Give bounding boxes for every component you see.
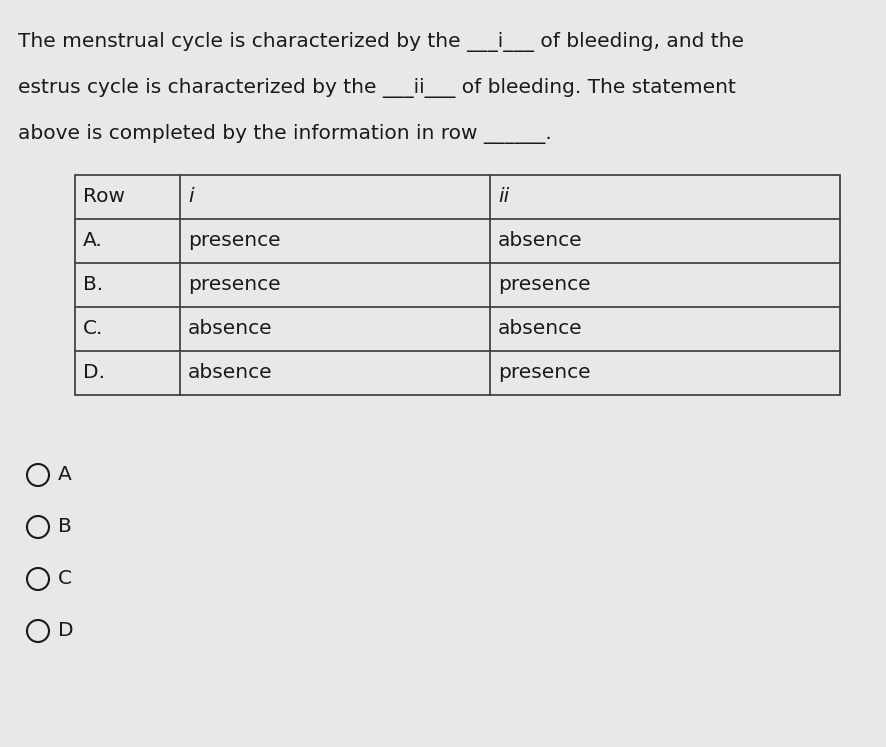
Text: absence: absence [188,320,273,338]
Text: C.: C. [83,320,104,338]
Text: presence: presence [498,364,591,382]
Text: B.: B. [83,276,103,294]
Text: ii: ii [498,187,509,206]
Text: A: A [58,465,72,485]
Text: Row: Row [83,187,125,206]
Text: absence: absence [498,320,583,338]
Text: i: i [188,187,194,206]
Text: D.: D. [83,364,105,382]
Text: presence: presence [498,276,591,294]
Text: absence: absence [188,364,273,382]
Text: D: D [58,622,74,640]
Text: presence: presence [188,232,281,250]
Text: presence: presence [188,276,281,294]
Bar [75,175,840,395]
Text: C: C [58,569,72,589]
Text: absence: absence [498,232,583,250]
Text: B: B [58,518,72,536]
Text: above is completed by the information in row ______.: above is completed by the information in… [18,124,552,144]
Text: A.: A. [83,232,103,250]
Text: The menstrual cycle is characterized by the ___i___ of bleeding, and the: The menstrual cycle is characterized by … [18,32,744,52]
Text: estrus cycle is characterized by the ___ii___ of bleeding. The statement: estrus cycle is characterized by the ___… [18,78,736,98]
